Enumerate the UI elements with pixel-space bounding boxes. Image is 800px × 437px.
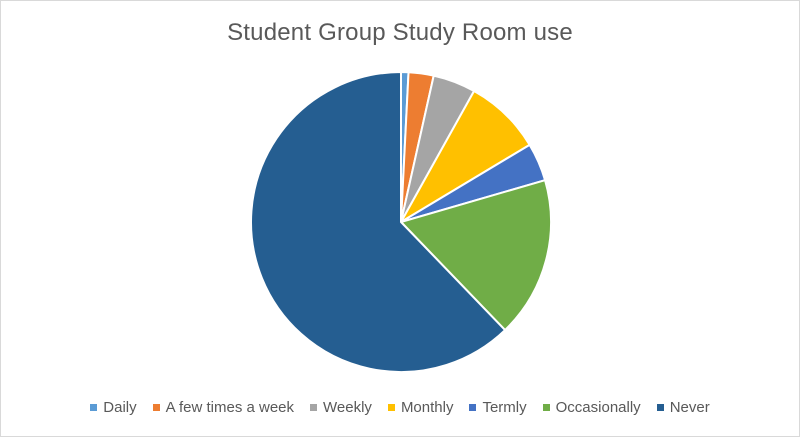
legend-label-weekly: Weekly [323, 399, 372, 416]
legend-item-occasionally: Occasionally [542, 399, 641, 416]
legend-label-never: Never [669, 399, 710, 416]
legend-swatch-termly [469, 404, 477, 411]
legend-label-termly: Termly [482, 399, 527, 416]
legend-item-monthly: Monthly [387, 399, 454, 416]
legend-label-monthly: Monthly [400, 399, 454, 416]
pie-slice-occasionally [400, 179, 552, 332]
legend-item-daily: Daily [90, 399, 137, 416]
legend-swatch-weekly [310, 404, 318, 411]
legend-label-daily: Daily [103, 399, 137, 416]
legend-swatch-occasionally [542, 404, 550, 411]
legend-item-termly: Termly [469, 399, 527, 416]
chart-title: Student Group Study Room use [227, 19, 573, 46]
legend-swatch-monthly [387, 404, 395, 411]
legend-item-a-few-times-a-week: A few times a week [152, 399, 295, 416]
legend-swatch-daily [90, 404, 98, 411]
pie-slice-never [250, 71, 507, 373]
legend-label-occasionally: Occasionally [555, 399, 641, 416]
legend-item-never: Never [656, 399, 710, 416]
legend-swatch-never [656, 404, 664, 411]
chart-legend: Daily A few times a week Weekly Monthly Term… [1, 399, 799, 416]
legend-label-a-few-times-a-week: A few times a week [165, 399, 295, 416]
legend-swatch-a-few-times-a-week [152, 404, 160, 411]
legend-item-weekly: Weekly [310, 399, 372, 416]
